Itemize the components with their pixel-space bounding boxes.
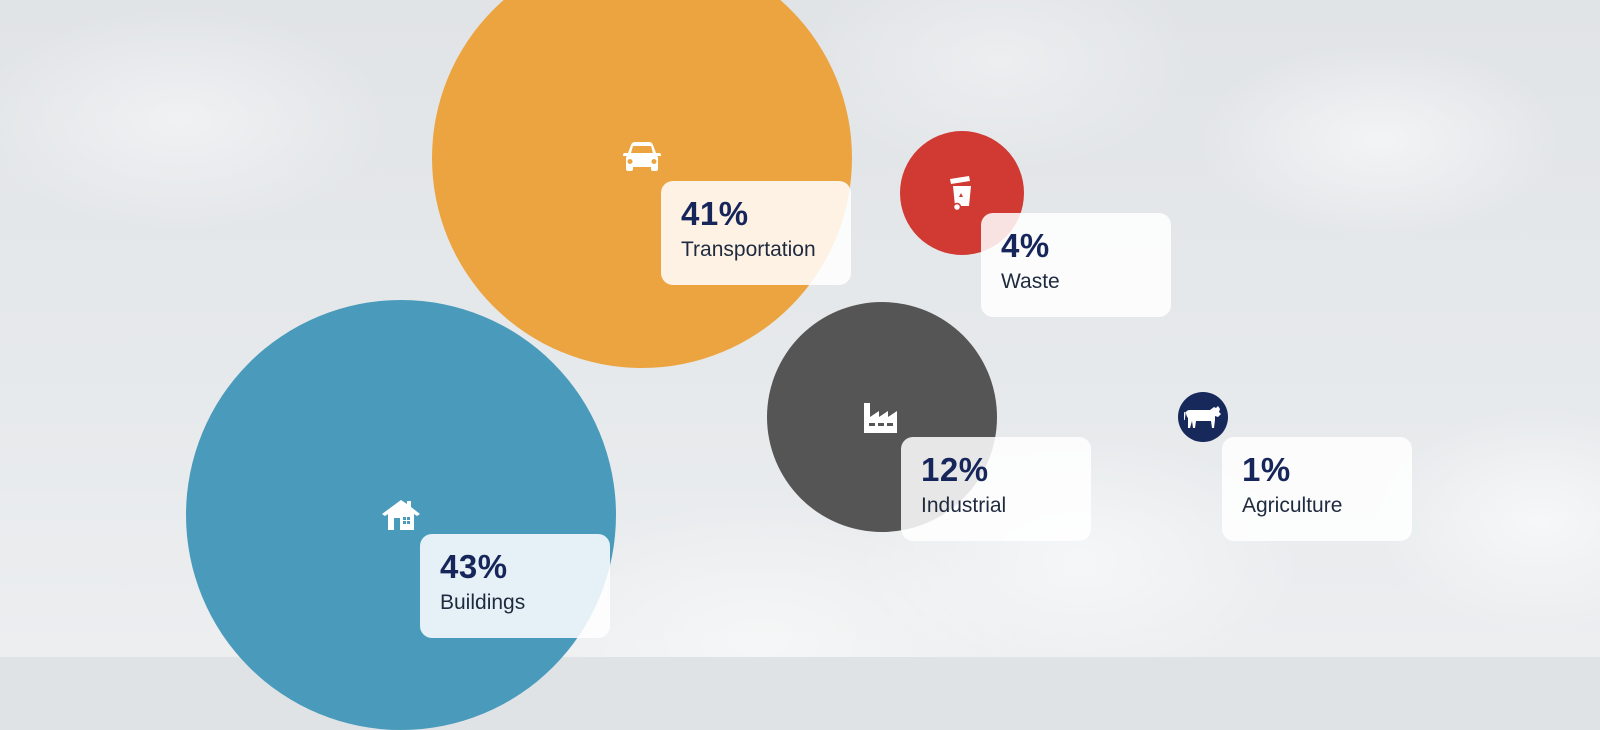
value-industrial: 12% [921,451,989,488]
label-agriculture: Agriculture [1242,494,1343,517]
value-agriculture: 1% [1242,451,1291,488]
house-icon [382,500,420,530]
trash-bin-icon [950,176,971,211]
car-icon [623,142,661,171]
value-buildings: 43% [440,548,508,585]
value-transportation: 41% [681,195,749,232]
card-transportation: 41% Transportation [661,181,851,285]
card-buildings: 43% Buildings [420,534,610,638]
card-waste: 4% Waste [981,213,1171,317]
factory-icon [864,403,897,433]
value-waste: 4% [1001,227,1050,264]
label-industrial: Industrial [921,494,1007,517]
label-buildings: Buildings [440,591,526,614]
label-waste: Waste [1001,270,1060,293]
cow-icon [1184,406,1221,428]
bubble-buildings [186,300,616,730]
card-agriculture: 1% Agriculture [1222,437,1412,541]
card-industrial: 12% Industrial [901,437,1091,541]
bubble-agriculture [1178,392,1228,442]
label-transportation: Transportation [681,238,816,261]
